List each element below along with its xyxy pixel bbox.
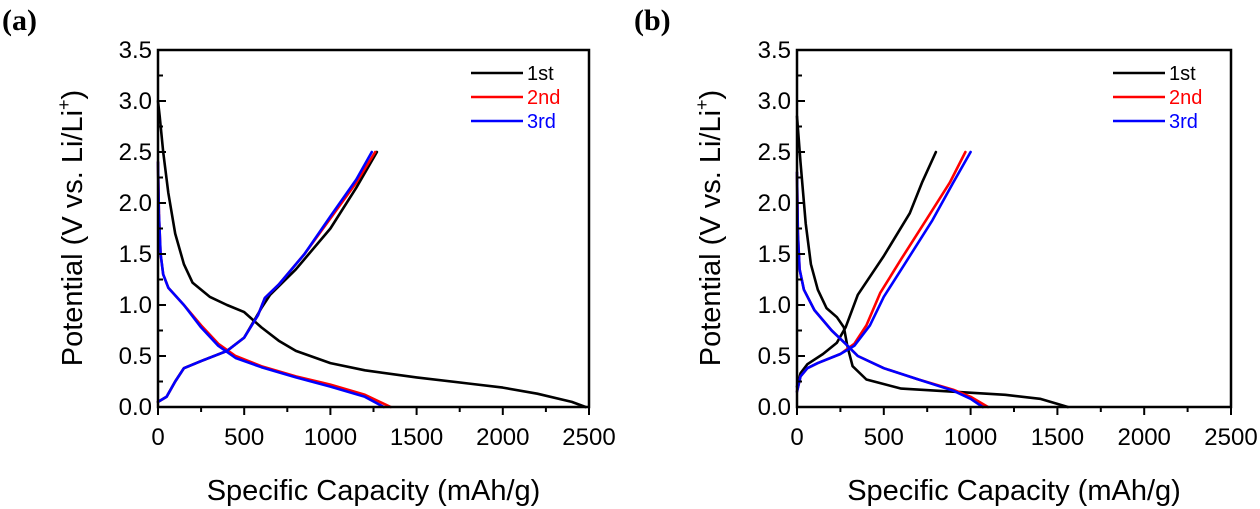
x-tick-label: 500 xyxy=(224,424,264,451)
panel-label: (a) xyxy=(2,4,37,37)
panel-label: (b) xyxy=(634,4,671,37)
legend-label-2nd: 2nd xyxy=(1169,87,1202,109)
y-axis-title: Potential (V vs. Li/Li+) xyxy=(692,90,727,366)
panel-b: (b) 0.0 0.5 1.0 1.5 2.0 2.5 3.0 3.5 0 500 1000 1500 2… xyxy=(634,4,1258,507)
series-3rd-charge-curve xyxy=(795,150,972,393)
x-tick-label: 2500 xyxy=(1204,424,1257,451)
legend-label-3rd: 3rd xyxy=(527,111,556,133)
legend-label-2nd: 2nd xyxy=(527,87,560,109)
y-tick-label: 0.0 xyxy=(758,394,791,421)
y-tick-label: 3.5 xyxy=(119,37,152,64)
x-tick-label: 1500 xyxy=(390,424,443,451)
y-tick-label: 0.5 xyxy=(119,343,152,370)
y-tick-label: 2.5 xyxy=(119,139,152,166)
x-tick-label: 2500 xyxy=(562,424,615,451)
y-tick-label: 0.0 xyxy=(119,394,152,421)
series-1st-discharge-curve xyxy=(156,99,587,409)
x-tick-label: 2000 xyxy=(476,424,529,451)
y-tick-label: 0.5 xyxy=(758,343,791,370)
y-tick-label: 3.0 xyxy=(119,88,152,115)
y-tick-label: 2.0 xyxy=(758,190,791,217)
x-tick-label: 1500 xyxy=(1031,424,1084,451)
curves xyxy=(795,115,1070,409)
y-tick-label: 3.0 xyxy=(758,88,791,115)
x-tick-label: 2000 xyxy=(1118,424,1171,451)
y-tick-label: 2.0 xyxy=(119,190,152,217)
x-tick-label: 1000 xyxy=(304,424,357,451)
legend-label-3rd: 3rd xyxy=(1169,111,1198,133)
panel-a: (a) 0.0 0.5 1.0 1.5 2.0 2.5 3.0 3.5 0 500 1000 1500 2… xyxy=(2,4,616,507)
x-tick-label: 0 xyxy=(790,424,803,451)
y-tick-label: 2.5 xyxy=(758,139,791,166)
legend-label-1st: 1st xyxy=(527,63,554,85)
series-3rd-discharge-curve xyxy=(156,160,386,409)
curves xyxy=(156,99,587,409)
y-axis-title: Potential (V vs. Li/Li+) xyxy=(54,90,89,366)
x-tick-label: 1000 xyxy=(944,424,997,451)
x-axis-title: Specific Capacity (mAh/g) xyxy=(207,475,541,507)
series-1st-charge-curve xyxy=(795,150,938,388)
y-tick-label: 1.5 xyxy=(758,241,791,268)
x-tick-label: 500 xyxy=(864,424,904,451)
plot-frame xyxy=(795,48,1233,409)
series-3rd-charge-curve xyxy=(156,150,374,404)
y-tick-label: 1.0 xyxy=(758,292,791,319)
y-tick-label: 3.5 xyxy=(758,37,791,64)
x-tick-label: 0 xyxy=(151,424,164,451)
y-tick-label: 1.5 xyxy=(119,241,152,268)
x-axis-title: Specific Capacity (mAh/g) xyxy=(847,475,1181,507)
y-tick-label: 1.0 xyxy=(119,292,152,319)
series-3rd-discharge-curve xyxy=(795,171,985,409)
legend-label-1st: 1st xyxy=(1169,63,1196,85)
